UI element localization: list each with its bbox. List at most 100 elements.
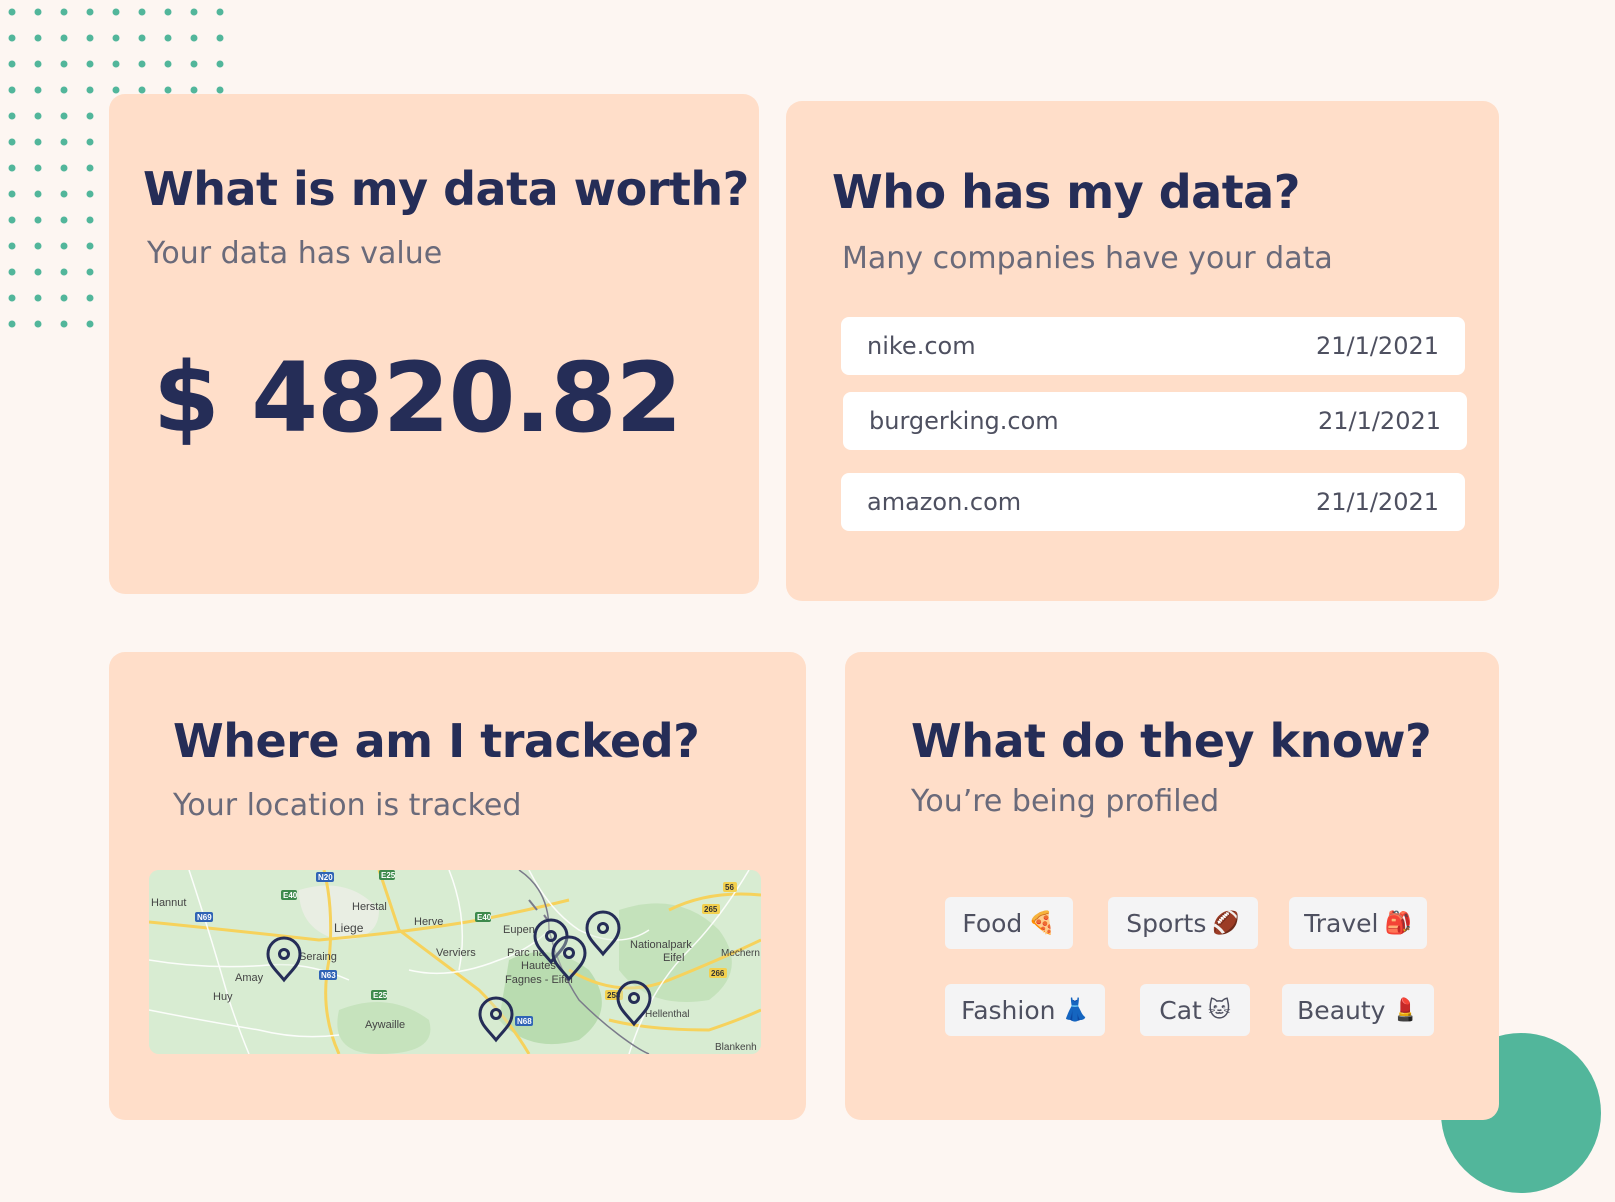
data-worth-amount: $ 4820.82 bbox=[153, 342, 682, 454]
grid-dot bbox=[34, 268, 42, 276]
grid-dot bbox=[60, 242, 68, 250]
grid-dot bbox=[86, 60, 94, 68]
grid-dot bbox=[34, 86, 42, 94]
map-pin-icon[interactable] bbox=[478, 996, 514, 1043]
road-label: N63 bbox=[321, 971, 336, 980]
grid-dot bbox=[34, 190, 42, 198]
company-row[interactable]: amazon.com 21/1/2021 bbox=[841, 473, 1465, 531]
map-label: Huy bbox=[213, 991, 233, 1003]
grid-dot bbox=[86, 320, 94, 328]
data-worth-title: What is my data worth? bbox=[143, 162, 749, 216]
tracking-subtitle: Your location is tracked bbox=[173, 788, 522, 823]
map-pin-icon[interactable] bbox=[551, 935, 587, 982]
road-label: 56 bbox=[725, 883, 734, 892]
football-icon: 🏈 bbox=[1212, 910, 1240, 936]
grid-dot bbox=[60, 216, 68, 224]
grid-dot bbox=[164, 86, 172, 94]
interest-tag-cat[interactable]: Cat 🐱 bbox=[1140, 984, 1250, 1036]
grid-dot bbox=[8, 34, 16, 42]
interest-tag-sports[interactable]: Sports 🏈 bbox=[1108, 897, 1258, 949]
map-label: Nationalpark bbox=[630, 939, 692, 951]
profile-title: What do they know? bbox=[911, 714, 1432, 768]
map-label: Hautes bbox=[521, 960, 556, 972]
road-label: E25 bbox=[373, 991, 388, 1000]
company-row[interactable]: burgerking.com 21/1/2021 bbox=[843, 392, 1467, 450]
road-label: N69 bbox=[197, 913, 212, 922]
interest-tag-food[interactable]: Food 🍕 bbox=[945, 897, 1073, 949]
tag-label: Fashion bbox=[961, 995, 1056, 1025]
grid-dot bbox=[8, 320, 16, 328]
tracking-card: Where am I tracked? Your location is tra… bbox=[109, 652, 806, 1120]
company-name: amazon.com bbox=[867, 488, 1022, 516]
grid-dot bbox=[34, 8, 42, 16]
grid-dot bbox=[34, 242, 42, 250]
grid-dot bbox=[60, 268, 68, 276]
map-pin-icon[interactable] bbox=[585, 910, 621, 957]
grid-dot bbox=[86, 8, 94, 16]
map-label: Mechern bbox=[721, 948, 760, 959]
grid-dot bbox=[34, 112, 42, 120]
map-label: Parc na bbox=[507, 947, 546, 959]
map-pin-icon[interactable] bbox=[266, 936, 302, 983]
road-label: E40 bbox=[283, 891, 298, 900]
map-pin-icon[interactable] bbox=[616, 980, 652, 1027]
grid-dot bbox=[86, 294, 94, 302]
road-label: N20 bbox=[318, 873, 333, 882]
grid-dot bbox=[8, 294, 16, 302]
map-label: Herstal bbox=[352, 901, 387, 913]
map-label: Seraing bbox=[299, 951, 337, 963]
tag-label: Cat bbox=[1159, 995, 1202, 1025]
pizza-icon: 🍕 bbox=[1028, 910, 1056, 936]
data-worth-subtitle: Your data has value bbox=[147, 236, 443, 271]
interest-tag-travel[interactable]: Travel 🎒 bbox=[1289, 897, 1427, 949]
location-map[interactable]: Hannut Herstal Liege Herve Seraing Vervi… bbox=[149, 870, 761, 1054]
dress-icon: 👗 bbox=[1061, 997, 1089, 1023]
grid-dot bbox=[86, 190, 94, 198]
grid-dot bbox=[8, 86, 16, 94]
grid-dot bbox=[60, 190, 68, 198]
companies-card: Who has my data? Many companies have you… bbox=[786, 101, 1499, 601]
road-label: E40 bbox=[477, 913, 492, 922]
grid-dot bbox=[86, 242, 94, 250]
grid-dot bbox=[86, 34, 94, 42]
grid-dot bbox=[112, 8, 120, 16]
grid-dot bbox=[60, 8, 68, 16]
grid-dot bbox=[60, 112, 68, 120]
company-name: nike.com bbox=[867, 332, 976, 360]
tag-label: Travel bbox=[1304, 908, 1379, 938]
grid-dot bbox=[216, 34, 224, 42]
road-label: 258 bbox=[607, 991, 621, 1000]
grid-dot bbox=[34, 320, 42, 328]
grid-dot bbox=[138, 8, 146, 16]
companies-subtitle: Many companies have your data bbox=[842, 241, 1333, 276]
map-label: Hannut bbox=[151, 897, 186, 909]
company-date: 21/1/2021 bbox=[1317, 407, 1441, 435]
interest-tag-beauty[interactable]: Beauty 💄 bbox=[1282, 984, 1434, 1036]
map-label: Liege bbox=[334, 921, 364, 935]
grid-dot bbox=[86, 138, 94, 146]
grid-dot bbox=[8, 60, 16, 68]
grid-dot bbox=[190, 8, 198, 16]
map-pin-icon[interactable] bbox=[533, 918, 569, 965]
grid-dot bbox=[8, 216, 16, 224]
map-label: Herve bbox=[414, 916, 443, 928]
grid-dot bbox=[60, 60, 68, 68]
grid-dot bbox=[190, 86, 198, 94]
grid-dot bbox=[164, 60, 172, 68]
map-label: Aywaille bbox=[365, 1019, 405, 1031]
tracking-title: Where am I tracked? bbox=[173, 714, 700, 768]
tag-label: Beauty bbox=[1297, 995, 1386, 1025]
grid-dot bbox=[164, 8, 172, 16]
map-canvas: Hannut Herstal Liege Herve Seraing Vervi… bbox=[149, 870, 761, 1054]
grid-dot bbox=[86, 216, 94, 224]
company-row[interactable]: nike.com 21/1/2021 bbox=[841, 317, 1465, 375]
grid-dot bbox=[34, 216, 42, 224]
grid-dot bbox=[86, 268, 94, 276]
grid-dot bbox=[112, 60, 120, 68]
company-name: burgerking.com bbox=[869, 407, 1059, 435]
map-label: Eupen bbox=[503, 924, 535, 936]
grid-dot bbox=[60, 86, 68, 94]
backpack-icon: 🎒 bbox=[1384, 910, 1412, 936]
grid-dot bbox=[60, 294, 68, 302]
interest-tag-fashion[interactable]: Fashion 👗 bbox=[945, 984, 1105, 1036]
